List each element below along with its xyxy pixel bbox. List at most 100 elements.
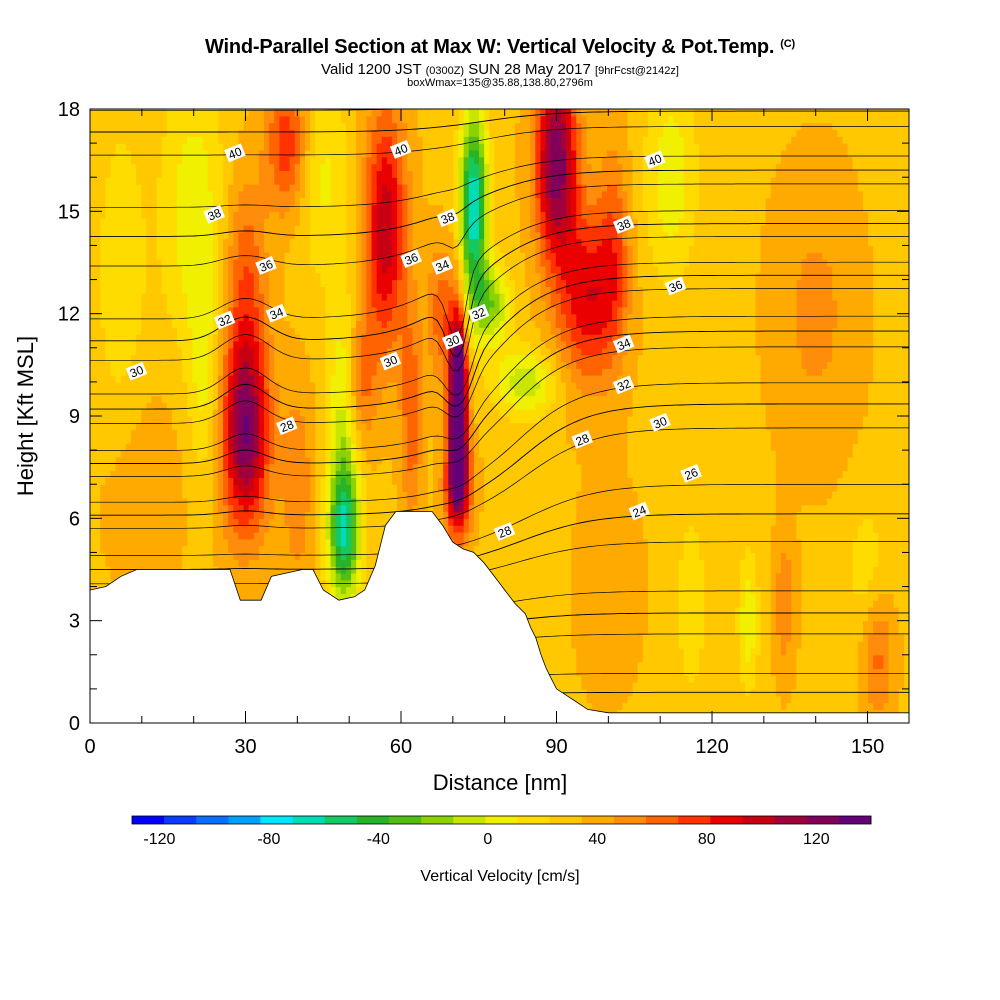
velocity-cell <box>284 197 291 206</box>
velocity-cell <box>294 272 301 281</box>
velocity-cell <box>366 122 373 131</box>
velocity-cell <box>161 218 168 226</box>
velocity-cell <box>345 552 352 560</box>
velocity-cell <box>345 531 352 540</box>
velocity-cell <box>182 300 188 308</box>
velocity-cell <box>269 497 275 506</box>
velocity-cell <box>130 491 137 499</box>
velocity-cell <box>161 538 168 547</box>
velocity-cell <box>320 306 327 315</box>
velocity-cell <box>351 238 357 247</box>
velocity-cell <box>90 218 96 226</box>
velocity-cell <box>115 163 122 171</box>
velocity-cell <box>115 552 122 560</box>
velocity-cell <box>192 538 199 547</box>
velocity-cell <box>366 361 373 369</box>
velocity-cell <box>120 238 127 247</box>
velocity-cell <box>351 388 357 397</box>
velocity-cell <box>351 197 357 206</box>
velocity-cell <box>125 463 132 472</box>
velocity-cell <box>289 306 296 315</box>
velocity-cell <box>274 156 280 165</box>
velocity-cell <box>217 300 224 308</box>
velocity-cell <box>366 422 373 431</box>
velocity-cell <box>361 504 368 513</box>
velocity-cell <box>156 238 163 247</box>
velocity-cell <box>340 197 347 206</box>
velocity-cell <box>115 218 122 226</box>
velocity-cell <box>136 429 142 438</box>
velocity-cell <box>284 272 291 281</box>
velocity-cell <box>161 504 168 513</box>
velocity-cell <box>151 211 158 219</box>
velocity-cell <box>243 197 250 206</box>
velocity-cell <box>238 170 245 178</box>
velocity-cell <box>105 456 112 465</box>
velocity-cell <box>274 197 280 206</box>
velocity-cell <box>223 272 229 281</box>
velocity-cell <box>325 265 332 274</box>
velocity-cell <box>258 497 265 506</box>
velocity-cell <box>146 340 153 349</box>
velocity-cell <box>299 381 306 390</box>
velocity-cell <box>325 429 332 438</box>
velocity-cell <box>110 347 117 356</box>
velocity-cell <box>320 156 327 165</box>
velocity-cell <box>187 559 193 567</box>
velocity-cell <box>315 136 321 144</box>
velocity-cell <box>335 538 342 547</box>
velocity-cell <box>269 518 275 526</box>
velocity-cell <box>366 375 373 383</box>
velocity-cell <box>120 463 127 472</box>
velocity-cell <box>105 109 112 117</box>
velocity-cell <box>197 456 204 465</box>
velocity-cell <box>310 525 316 533</box>
velocity-cell <box>233 497 240 506</box>
velocity-cell <box>294 347 301 356</box>
velocity-cell <box>345 238 352 247</box>
velocity-cell <box>361 538 368 547</box>
velocity-cell <box>269 149 275 158</box>
velocity-cell <box>253 115 260 124</box>
velocity-cell <box>315 504 321 513</box>
velocity-cell <box>207 340 214 349</box>
velocity-cell <box>279 122 286 131</box>
velocity-cell <box>243 286 250 294</box>
velocity-cell <box>243 484 250 492</box>
velocity-cell <box>136 272 142 281</box>
velocity-cell <box>264 224 270 233</box>
velocity-cell <box>223 177 229 185</box>
velocity-cell <box>217 429 224 438</box>
velocity-cell <box>228 224 234 233</box>
velocity-cell <box>161 409 168 417</box>
velocity-cell <box>95 443 101 451</box>
velocity-cell <box>192 443 199 451</box>
velocity-cell <box>90 395 96 403</box>
velocity-cell <box>187 491 193 499</box>
velocity-cell <box>264 190 270 199</box>
velocity-cell <box>345 320 352 328</box>
velocity-cell <box>125 545 132 554</box>
velocity-cell <box>284 525 291 533</box>
velocity-cell <box>166 259 173 267</box>
velocity-cell <box>269 566 275 574</box>
velocity-cell <box>212 416 219 424</box>
velocity-cell <box>110 559 117 567</box>
velocity-cell <box>289 170 296 178</box>
velocity-cell <box>161 340 168 349</box>
velocity-cell <box>325 327 332 335</box>
velocity-cell <box>248 218 255 226</box>
velocity-cell <box>238 511 245 519</box>
velocity-cell <box>146 545 153 554</box>
velocity-cell <box>315 361 321 369</box>
velocity-cell <box>212 109 219 117</box>
velocity-cell <box>197 320 204 328</box>
velocity-cell <box>115 525 122 533</box>
velocity-cell <box>146 429 153 438</box>
velocity-cell <box>177 115 183 124</box>
velocity-cell <box>223 531 229 540</box>
velocity-cell <box>136 531 142 540</box>
velocity-cell <box>115 381 122 390</box>
velocity-cell <box>95 334 101 342</box>
velocity-cell <box>187 218 193 226</box>
